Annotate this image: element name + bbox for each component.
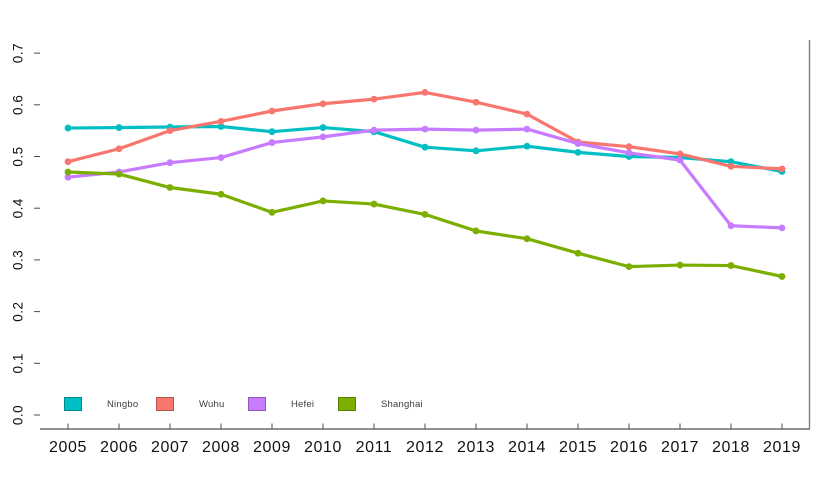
data-point-shanghai	[625, 263, 633, 271]
data-point-ningbo	[523, 142, 531, 150]
x-tick-label: 2016	[610, 439, 648, 456]
legend-label-ningbo: Ningbo	[107, 399, 139, 410]
y-tick-label: 0.7	[11, 43, 26, 63]
data-point-hefei	[574, 140, 582, 147]
x-tick-label: 2015	[559, 439, 597, 456]
data-point-hefei	[217, 154, 225, 161]
legend-swatch-ningbo	[64, 397, 82, 411]
legend-label-wuhu: Wuhu	[199, 399, 225, 410]
data-point-hefei	[523, 125, 531, 133]
y-tick-label: 0.0	[11, 405, 26, 425]
data-point-ningbo	[64, 124, 72, 132]
data-point-shanghai	[319, 197, 327, 205]
data-point-shanghai	[778, 273, 786, 280]
x-tick-label: 2012	[406, 439, 444, 456]
x-tick-label: 2014	[508, 439, 546, 456]
x-tick-label: 2017	[661, 439, 699, 456]
data-point-hefei	[268, 139, 276, 146]
y-tick-label: 0.3	[11, 250, 26, 270]
x-tick-label: 2005	[49, 439, 87, 456]
x-tick-label: 2019	[763, 439, 801, 456]
y-tick-label: 0.4	[11, 198, 26, 218]
x-tick-label: 2010	[304, 439, 342, 456]
data-point-wuhu	[64, 158, 72, 166]
data-point-shanghai	[727, 262, 735, 269]
data-point-ningbo	[472, 147, 480, 155]
x-tick-label: 2009	[253, 439, 291, 456]
data-point-wuhu	[523, 110, 531, 118]
data-point-wuhu	[421, 88, 429, 96]
data-point-hefei	[370, 126, 378, 134]
data-point-ningbo	[421, 143, 429, 151]
data-point-wuhu	[472, 98, 480, 106]
data-point-hefei	[778, 224, 786, 232]
data-point-wuhu	[676, 150, 684, 158]
x-tick-label: 2013	[457, 439, 495, 456]
y-tick-label: 0.6	[11, 95, 26, 115]
data-point-shanghai	[115, 170, 123, 178]
data-point-hefei	[676, 156, 684, 164]
data-point-ningbo	[319, 124, 327, 131]
data-point-ningbo	[574, 148, 582, 156]
data-point-shanghai	[523, 235, 531, 243]
data-point-hefei	[64, 173, 72, 181]
legend-label-shanghai: Shanghai	[381, 399, 423, 410]
y-tick-label: 0.5	[11, 146, 26, 166]
series-line-shanghai	[66, 170, 784, 279]
data-point-shanghai	[676, 261, 684, 269]
legend-swatch-hefei	[248, 397, 266, 411]
y-tick-label: 0.1	[11, 353, 26, 373]
data-point-wuhu	[217, 117, 225, 125]
data-point-wuhu	[115, 145, 123, 153]
data-point-shanghai	[421, 211, 429, 218]
data-point-hefei	[166, 159, 174, 167]
data-point-wuhu	[625, 143, 633, 151]
data-point-wuhu	[268, 107, 276, 115]
data-point-shanghai	[574, 249, 582, 257]
data-point-ningbo	[115, 124, 123, 131]
x-tick-label: 2008	[202, 439, 240, 456]
data-point-wuhu	[370, 95, 378, 103]
data-point-shanghai	[217, 190, 225, 198]
data-point-shanghai	[166, 184, 174, 191]
data-point-ningbo	[268, 128, 276, 136]
data-point-wuhu	[727, 162, 735, 170]
data-point-hefei	[472, 126, 480, 134]
data-point-wuhu	[319, 100, 327, 108]
data-point-hefei	[727, 222, 735, 230]
data-point-ningbo	[727, 158, 735, 166]
x-tick-label: 2011	[356, 439, 393, 456]
data-point-hefei	[421, 125, 429, 133]
legend-label-hefei: Hefei	[291, 399, 315, 410]
x-tick-label: 2006	[100, 439, 138, 456]
legend-swatch-wuhu	[156, 397, 174, 411]
data-point-wuhu	[166, 127, 174, 135]
legend-swatch-shanghai	[338, 397, 356, 411]
data-point-hefei	[625, 149, 633, 157]
y-tick-label: 0.2	[11, 301, 26, 321]
data-point-wuhu	[778, 165, 786, 173]
data-point-hefei	[319, 133, 327, 141]
x-tick-label: 2007	[151, 439, 189, 456]
data-point-shanghai	[472, 227, 480, 235]
data-point-shanghai	[370, 200, 378, 208]
x-tick-label: 2018	[712, 439, 750, 456]
data-point-ningbo	[217, 123, 225, 130]
data-point-shanghai	[268, 208, 276, 216]
data-point-shanghai	[64, 168, 72, 176]
